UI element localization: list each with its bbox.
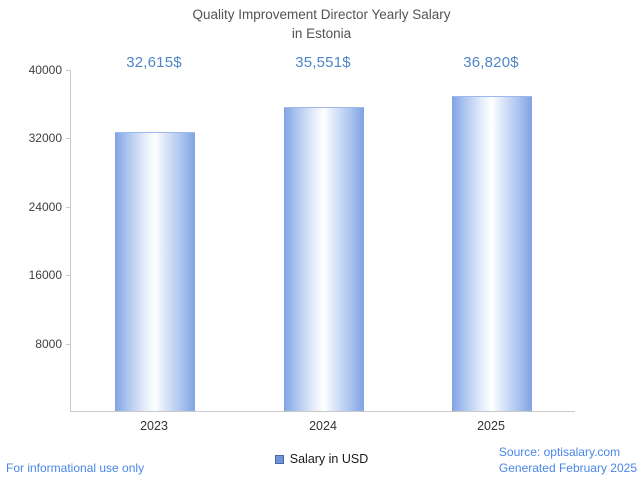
bar-2023 [115, 132, 195, 411]
source-block: Source: optisalary.com Generated Februar… [499, 444, 637, 476]
legend-swatch-icon [274, 454, 284, 464]
y-axis-tick-mark [66, 206, 70, 208]
x-axis-tick-label: 2025 [477, 419, 505, 433]
y-axis-tick-label: 24000 [28, 199, 62, 214]
bar-2024 [284, 107, 364, 411]
y-axis-tick-mark [66, 275, 70, 277]
disclaimer-text: For informational use only [6, 461, 145, 475]
y-axis-tick-mark [66, 70, 70, 71]
y-axis-tick-label: 40000 [28, 63, 62, 77]
generated-date: Generated February 2025 [498, 461, 637, 475]
chart-title: Quality Improvement Director Yearly Sala… [192, 7, 451, 41]
y-axis-tick-mark [66, 138, 70, 140]
y-axis-tick-mark [66, 343, 70, 345]
y-axis-tick-label: 16000 [28, 268, 62, 283]
bar-2025 [452, 96, 532, 411]
value-label-2025: 36,820$ [463, 54, 519, 71]
x-axis-tick-label: 2024 [309, 419, 337, 433]
source-link[interactable]: Source: optisalary.com [498, 445, 621, 459]
value-label-2024: 35,551$ [295, 54, 351, 71]
y-axis-tick-label: 8000 [35, 336, 62, 351]
plot-area [70, 70, 575, 412]
y-axis-tick-label: 32000 [28, 131, 62, 146]
chart-legend: Salary in USD [0, 452, 643, 466]
value-label-2023: 32,615$ [126, 54, 182, 71]
legend-label: Salary in USD [289, 452, 369, 466]
x-axis-tick-label: 2023 [140, 419, 168, 433]
